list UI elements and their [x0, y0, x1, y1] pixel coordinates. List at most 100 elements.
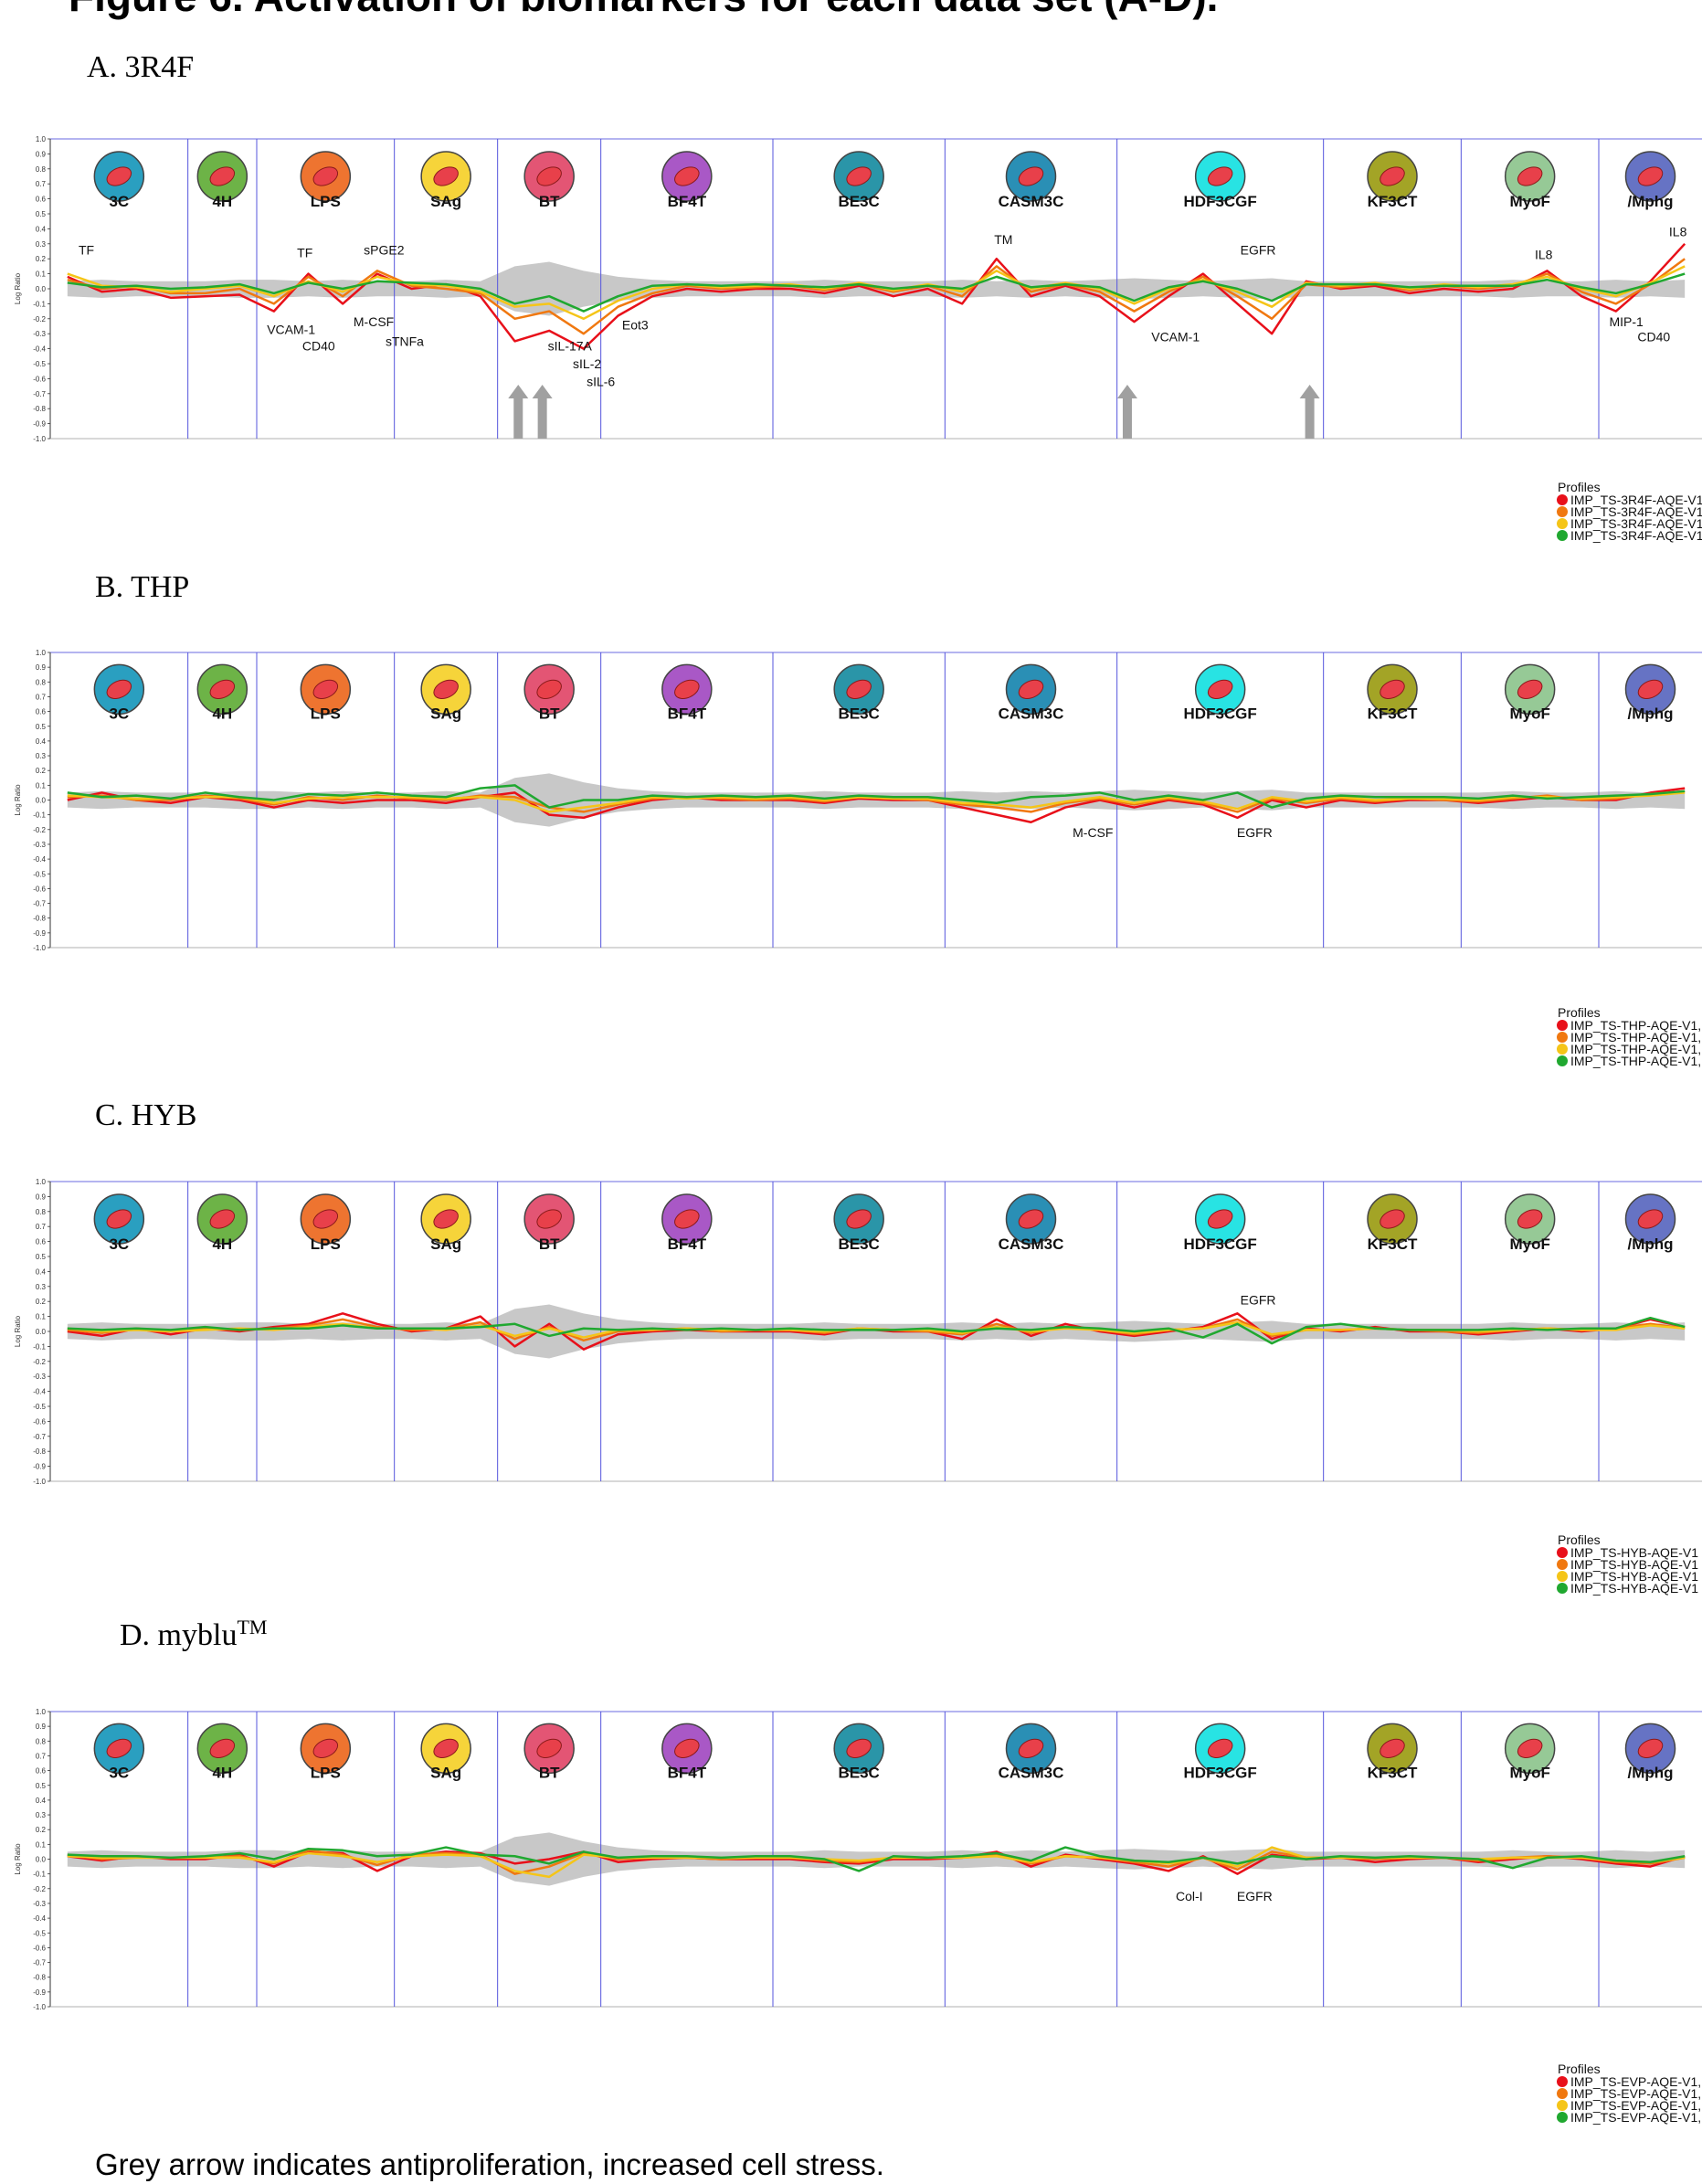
- system-label: HDF3CGF: [1184, 705, 1257, 723]
- system-label: LPS: [311, 193, 341, 210]
- y-tick-label: -0.7: [33, 1959, 46, 1967]
- y-tick-label: 1.0: [36, 135, 47, 143]
- y-tick-label: 0.7: [36, 1223, 47, 1231]
- panel-label: A. 3R4F: [87, 50, 194, 84]
- legend-swatch: [1557, 1583, 1568, 1594]
- grey-arrow-shaft: [1306, 398, 1315, 439]
- legend-label: IMP_TS-THP-AQE-V1, 0: [1570, 1054, 1702, 1068]
- y-tick-label: 0.5: [36, 210, 47, 218]
- legend-swatch: [1557, 1032, 1568, 1043]
- y-tick-label: -1.0: [33, 435, 46, 443]
- y-tick-label: -0.8: [33, 1974, 46, 1982]
- annotation: CD40: [1637, 329, 1670, 344]
- panel-label: B. THP: [95, 570, 189, 604]
- system-label: CASM3C: [999, 193, 1064, 210]
- system-label: MyoF: [1509, 1765, 1549, 1782]
- system-label: BE3C: [838, 193, 879, 210]
- system-label: BF4T: [668, 705, 707, 723]
- y-tick-label: 0.5: [36, 1253, 47, 1261]
- annotation: Col-I: [1176, 1889, 1203, 1903]
- system-label: /Mphg: [1627, 1765, 1673, 1782]
- y-tick-label: 0.9: [36, 1723, 47, 1731]
- legend-swatch: [1557, 1547, 1568, 1558]
- y-tick-label: -0.4: [33, 855, 46, 864]
- y-tick-label: 0.2: [36, 1826, 47, 1834]
- annotation: sIL-6: [587, 375, 615, 389]
- annotation: IL8: [1669, 225, 1687, 239]
- y-tick-label: 0.8: [36, 165, 47, 174]
- legend-swatch: [1557, 1020, 1568, 1031]
- y-tick-label: 0.1: [36, 1840, 47, 1849]
- system-label: BE3C: [838, 1235, 879, 1253]
- y-tick-label: -0.9: [33, 1988, 46, 1997]
- y-axis-label: Log Ratio: [14, 1315, 22, 1347]
- y-tick-label: 0.8: [36, 1737, 47, 1745]
- y-tick-label: -0.2: [33, 1358, 46, 1366]
- y-tick-label: -0.6: [33, 885, 46, 893]
- y-tick-label: -0.9: [33, 929, 46, 938]
- annotation: M-CSF: [1073, 825, 1113, 840]
- system-label: /Mphg: [1627, 1235, 1673, 1253]
- system-label: BF4T: [668, 1235, 707, 1253]
- y-tick-label: -0.1: [33, 300, 46, 308]
- y-tick-label: -0.1: [33, 811, 46, 820]
- system-label: BT: [539, 193, 560, 210]
- y-tick-label: -0.4: [33, 345, 46, 354]
- system-label: 3C: [109, 193, 129, 210]
- y-tick-label: -0.1: [33, 1342, 46, 1351]
- y-tick-label: 0.6: [36, 708, 47, 716]
- annotation: IL8: [1535, 247, 1553, 261]
- y-tick-label: 1.0: [36, 649, 47, 657]
- y-tick-label: -0.6: [33, 1417, 46, 1426]
- annotation: M-CSF: [354, 314, 394, 329]
- y-tick-label: -0.2: [33, 826, 46, 834]
- y-tick-label: 1.0: [36, 1708, 47, 1716]
- annotation: CD40: [302, 338, 335, 353]
- legend-label: IMP_TS-HYB-AQE-V1: [1570, 1581, 1698, 1596]
- annotation: sIL-2: [573, 356, 601, 371]
- grey-arrow-shaft: [538, 398, 547, 439]
- y-tick-label: -0.4: [33, 1914, 46, 1923]
- annotation: TM: [994, 232, 1012, 247]
- y-tick-label: 0.3: [36, 1283, 47, 1291]
- y-tick-label: -1.0: [33, 944, 46, 952]
- y-tick-label: 0.1: [36, 270, 47, 279]
- footnote: Grey arrow indicates antiproliferation, …: [95, 2147, 884, 2181]
- y-tick-label: -1.0: [33, 1478, 46, 1486]
- annotation: EGFR: [1241, 242, 1276, 257]
- y-tick-label: 0.4: [36, 1797, 47, 1805]
- y-tick-label: -0.4: [33, 1388, 46, 1396]
- system-label: MyoF: [1509, 193, 1549, 210]
- y-tick-label: -0.7: [33, 390, 46, 398]
- legend-swatch: [1557, 530, 1568, 541]
- system-label: SAg: [430, 705, 461, 723]
- legend-swatch: [1557, 2100, 1568, 2111]
- system-label: 3C: [109, 705, 129, 723]
- y-tick-label: -0.9: [33, 420, 46, 429]
- system-label: BF4T: [668, 1765, 707, 1782]
- y-axis-label: Log Ratio: [14, 784, 22, 816]
- legend-swatch: [1557, 2076, 1568, 2087]
- system-label: BT: [539, 1765, 560, 1782]
- y-tick-label: 0.3: [36, 752, 47, 760]
- annotation: EGFR: [1237, 1889, 1273, 1903]
- legend-swatch: [1557, 1571, 1568, 1582]
- y-tick-label: 0.7: [36, 1752, 47, 1760]
- y-axis-label: Log Ratio: [14, 272, 22, 304]
- y-tick-label: 0.0: [36, 1328, 47, 1336]
- y-tick-label: 0.7: [36, 180, 47, 188]
- system-label: BF4T: [668, 193, 707, 210]
- system-label: 4H: [212, 1765, 232, 1782]
- system-label: BT: [539, 705, 560, 723]
- system-label: HDF3CGF: [1184, 193, 1257, 210]
- legend-label: IMP_TS-EVP-AQE-V1,: [1570, 2110, 1701, 2125]
- grey-arrow-head: [533, 385, 553, 398]
- y-tick-label: 0.2: [36, 767, 47, 775]
- system-label: KF3CT: [1368, 1235, 1418, 1253]
- y-tick-label: -0.6: [33, 375, 46, 383]
- y-tick-label: 0.2: [36, 1298, 47, 1306]
- system-label: SAg: [430, 1235, 461, 1253]
- y-tick-label: -0.8: [33, 1447, 46, 1456]
- annotation: sIL-17A: [548, 338, 593, 353]
- y-tick-label: 0.5: [36, 1782, 47, 1790]
